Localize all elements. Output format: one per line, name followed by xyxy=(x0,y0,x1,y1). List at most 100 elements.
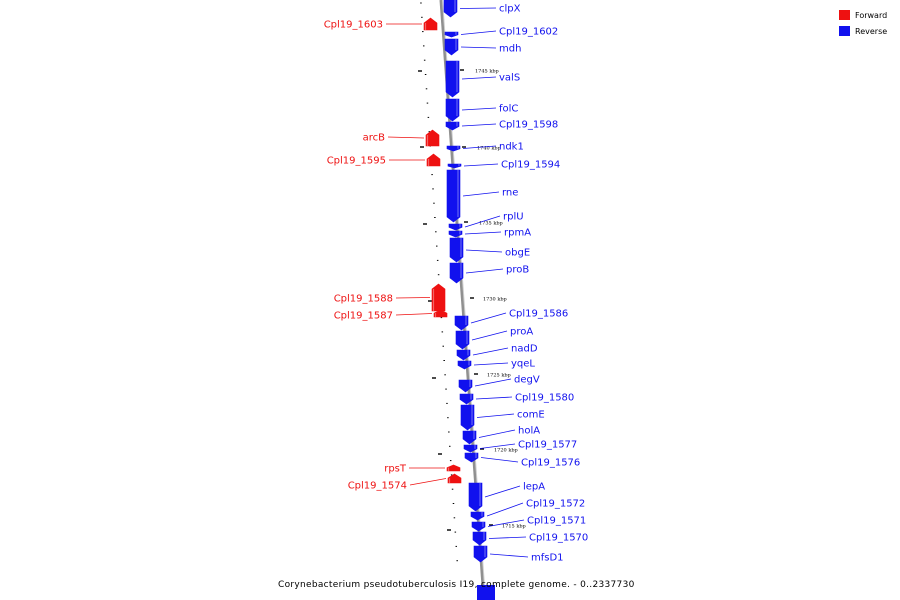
gene-cpl19_1595[interactable]: Cpl19_1595 xyxy=(327,153,441,167)
gene-label[interactable]: Cpl19_1587 xyxy=(334,311,393,322)
gene-arrow[interactable] xyxy=(449,237,464,263)
gene-arrow[interactable] xyxy=(472,531,487,546)
gene-arrow[interactable] xyxy=(473,545,488,563)
gene-label[interactable]: Cpl19_1602 xyxy=(499,27,558,38)
gene-rpma[interactable]: rpmA xyxy=(448,228,531,239)
gene-arrow[interactable] xyxy=(425,129,440,147)
gene-lepa[interactable]: lepA xyxy=(468,482,545,512)
gene-arrow[interactable] xyxy=(423,17,438,31)
gene-label[interactable]: obgE xyxy=(505,248,530,259)
gene-proa[interactable]: proA xyxy=(455,327,533,350)
gene-label[interactable]: Cpl19_1598 xyxy=(499,120,558,131)
gene-cpl19_1588[interactable]: Cpl19_1588 xyxy=(334,283,446,312)
gene-arrow[interactable] xyxy=(468,482,483,512)
gene-arrow[interactable] xyxy=(448,223,463,231)
gene-arrow[interactable] xyxy=(470,511,485,521)
gene-cpl19_1594[interactable]: Cpl19_1594 xyxy=(447,160,560,171)
gene-label[interactable]: degV xyxy=(514,375,540,386)
gene-arrow[interactable] xyxy=(445,121,460,131)
gene-arrow[interactable] xyxy=(443,0,458,18)
gene-arrow[interactable] xyxy=(444,31,459,38)
gene-arrow[interactable] xyxy=(463,444,478,453)
gene-label[interactable]: Cpl19_1580 xyxy=(515,393,574,404)
gene-mdh[interactable]: mdh xyxy=(444,38,521,56)
gene-arrow[interactable] xyxy=(446,169,461,223)
gene-arcb[interactable]: arcB xyxy=(363,129,440,147)
gene-cpl19_1577[interactable]: Cpl19_1577 xyxy=(463,440,577,453)
gene-folc[interactable]: folC xyxy=(445,98,518,122)
gene-label[interactable]: Cpl19_1574 xyxy=(348,481,407,492)
gene-label[interactable]: rpmA xyxy=(504,228,531,239)
gene-cpl19_1586[interactable]: Cpl19_1586 xyxy=(454,309,568,331)
gene-degv[interactable]: degV xyxy=(458,375,540,393)
gene-arrow[interactable] xyxy=(447,163,462,169)
gene-label[interactable]: proA xyxy=(510,327,533,338)
gene-arrow[interactable] xyxy=(462,430,477,445)
gene-arrow[interactable] xyxy=(457,360,472,370)
gene-arrow[interactable] xyxy=(460,404,475,431)
gene-label[interactable]: Cpl19_1603 xyxy=(324,20,383,31)
gene-arrow[interactable] xyxy=(445,60,460,98)
gene-cpl19_1598[interactable]: Cpl19_1598 xyxy=(445,120,558,131)
gene-label[interactable]: mfsD1 xyxy=(531,553,564,564)
gene-label[interactable]: holA xyxy=(518,426,540,437)
gene-cpl19_1576[interactable]: Cpl19_1576 xyxy=(464,452,580,469)
gene-ndk1[interactable]: ndk1 xyxy=(446,142,524,153)
gene-label[interactable]: arcB xyxy=(363,133,386,144)
gene-yqel[interactable]: yqeL xyxy=(457,359,535,370)
gene-label[interactable]: mdh xyxy=(499,44,521,55)
gene-cpl19_1574[interactable]: Cpl19_1574 xyxy=(348,473,462,492)
gene-rne[interactable]: rne xyxy=(446,169,518,223)
gene-arrow[interactable] xyxy=(426,153,441,167)
gene-prob[interactable]: proB xyxy=(449,262,529,284)
gene-label[interactable]: Cpl19_1572 xyxy=(526,499,585,510)
gene-arrow[interactable] xyxy=(448,230,463,238)
gene-come[interactable]: comE xyxy=(460,404,545,431)
gene-label[interactable]: yqeL xyxy=(511,359,535,370)
gene-cpl19_1602[interactable]: Cpl19_1602 xyxy=(444,27,558,38)
gene-arrow[interactable] xyxy=(449,262,464,284)
gene-arrow[interactable] xyxy=(445,98,460,122)
gene-label[interactable]: Cpl19_1595 xyxy=(327,156,386,167)
gene-cpl19_1587[interactable]: Cpl19_1587 xyxy=(334,309,448,322)
gene-label[interactable]: Cpl19_1576 xyxy=(521,458,580,469)
gene-arrow[interactable] xyxy=(444,38,459,56)
gene-label[interactable]: Cpl19_1571 xyxy=(527,516,586,527)
gene-arrow[interactable] xyxy=(454,315,469,331)
gene-arrow[interactable] xyxy=(464,452,479,463)
gene-cpl19_1603[interactable]: Cpl19_1603 xyxy=(324,17,438,31)
gene-label[interactable]: comE xyxy=(517,410,545,421)
gene-cpl19_1570[interactable]: Cpl19_1570 xyxy=(472,531,588,546)
gene-cpl19_1580[interactable]: Cpl19_1580 xyxy=(459,393,574,405)
gene-label[interactable]: rpsT xyxy=(384,464,407,475)
gene-arrow[interactable] xyxy=(447,473,462,484)
gene-label[interactable]: nadD xyxy=(511,344,538,355)
gene-label[interactable]: proB xyxy=(506,265,529,276)
gene-label[interactable]: Cpl19_1570 xyxy=(529,533,588,544)
gene-obge[interactable]: obgE xyxy=(449,237,530,263)
gene-arrow[interactable] xyxy=(446,464,461,472)
gene-arrow[interactable] xyxy=(471,521,486,532)
gene-rpst[interactable]: rpsT xyxy=(384,464,461,475)
gene-arrow[interactable] xyxy=(459,393,474,405)
gene-arrow[interactable] xyxy=(455,330,470,350)
gene-label[interactable]: folC xyxy=(499,104,518,115)
gene-label[interactable]: Cpl19_1594 xyxy=(501,160,560,171)
gene-hola[interactable]: holA xyxy=(462,426,540,445)
gene-nadd[interactable]: nadD xyxy=(456,344,538,361)
gene-label[interactable]: ndk1 xyxy=(499,142,524,153)
gene-label[interactable]: clpX xyxy=(499,4,521,15)
gene-label[interactable]: Cpl19_1577 xyxy=(518,440,577,451)
gene-label[interactable]: rne xyxy=(502,188,518,199)
gene-arrow[interactable] xyxy=(446,145,461,152)
gene-clpx[interactable]: clpX xyxy=(443,0,521,18)
gene-arrow[interactable] xyxy=(458,379,473,393)
gene-cpl19_1572[interactable]: Cpl19_1572 xyxy=(470,499,585,521)
gene-arrow[interactable] xyxy=(456,349,471,361)
gene-vals[interactable]: valS xyxy=(445,60,520,98)
gene-label[interactable]: valS xyxy=(499,73,520,84)
gene-label[interactable]: Cpl19_1586 xyxy=(509,309,568,320)
gene-rplu[interactable]: rplU xyxy=(448,212,524,231)
gene-label[interactable]: Cpl19_1588 xyxy=(334,294,393,305)
gene-label[interactable]: rplU xyxy=(503,212,524,223)
